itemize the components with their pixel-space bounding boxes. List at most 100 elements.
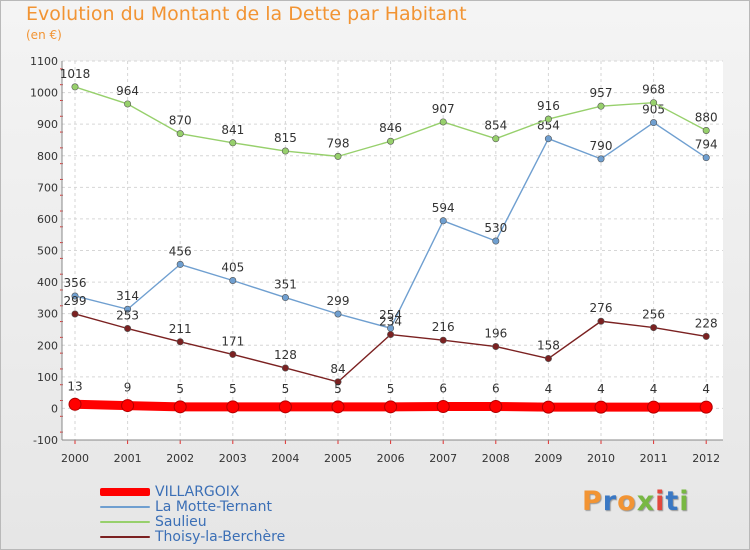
data-point [176, 260, 184, 268]
data-label: 299 [327, 294, 350, 308]
data-label: 964 [116, 84, 139, 98]
data-point [699, 400, 713, 414]
data-point [544, 355, 552, 363]
data-point [702, 154, 710, 162]
data-point [650, 99, 658, 107]
data-label: 907 [432, 102, 455, 116]
data-label: 5 [282, 382, 290, 396]
data-label: 5 [229, 382, 237, 396]
data-point [173, 400, 187, 414]
data-point [544, 115, 552, 123]
data-point [334, 152, 342, 160]
x-tick-label: 2009 [534, 452, 562, 465]
data-label: 957 [590, 86, 613, 100]
legend-swatch [100, 488, 150, 496]
data-label: 815 [274, 131, 297, 145]
data-label: 1018 [60, 67, 91, 81]
x-tick-label: 2008 [482, 452, 510, 465]
y-tick-label: 300 [37, 308, 58, 321]
data-label: 5 [176, 382, 184, 396]
data-point [492, 135, 500, 143]
data-point [334, 378, 342, 386]
data-point [439, 118, 447, 126]
data-point [702, 126, 710, 134]
data-label: 5 [334, 382, 342, 396]
data-label: 594 [432, 201, 455, 215]
data-label: 216 [432, 320, 455, 334]
data-label: 84 [330, 362, 345, 376]
legend-label: VILLARGOIX [155, 484, 240, 500]
proxiti-logo: Proxiti [582, 486, 690, 517]
x-tick-label: 2007 [429, 452, 457, 465]
data-label: 798 [327, 136, 350, 150]
chart-subtitle: (en €) [26, 28, 62, 42]
x-tick-label: 2012 [692, 452, 720, 465]
x-tick-label: 2001 [114, 452, 142, 465]
y-tick-label: 900 [37, 118, 58, 131]
x-tick-label: 2010 [587, 452, 615, 465]
data-label: 256 [642, 308, 665, 322]
data-point [71, 83, 79, 91]
data-label: 790 [590, 139, 613, 153]
data-point [439, 217, 447, 225]
data-point [597, 155, 605, 163]
data-point [281, 294, 289, 302]
data-label: 234 [379, 315, 402, 329]
data-point [121, 399, 135, 413]
x-tick-label: 2002 [166, 452, 194, 465]
data-label: 4 [597, 382, 605, 396]
data-point [650, 324, 658, 332]
data-point [647, 400, 661, 414]
data-point [331, 400, 345, 414]
data-label: 211 [169, 322, 192, 336]
legend-label: Saulieu [155, 514, 207, 530]
legend-item: La Motte-Ternant [100, 499, 272, 515]
data-label: 5 [387, 382, 395, 396]
x-tick-label: 2004 [271, 452, 299, 465]
y-tick-label: 600 [37, 213, 58, 226]
data-label: 196 [484, 327, 507, 341]
x-tick-label: 2005 [324, 452, 352, 465]
legend-item: Thoisy-la-Berchère [100, 529, 285, 545]
legend-swatch [100, 521, 150, 523]
data-point [281, 147, 289, 155]
data-point [384, 400, 398, 414]
legend-swatch [100, 506, 150, 508]
data-label: 356 [64, 276, 87, 290]
data-point [226, 400, 240, 414]
data-point [439, 336, 447, 344]
series-saulieu: 1018 964 870 841 815 798 846 907 854 916 957 968 880 [60, 67, 718, 160]
data-point [281, 364, 289, 372]
data-label: 916 [537, 99, 560, 113]
data-point [541, 400, 555, 414]
data-label: 351 [274, 278, 297, 292]
data-label: 299 [64, 294, 87, 308]
data-point [492, 343, 500, 351]
data-point [124, 325, 132, 333]
data-label: 841 [221, 123, 244, 137]
data-point [71, 292, 79, 300]
y-tick-label: 1000 [30, 87, 58, 100]
data-point [229, 139, 237, 147]
data-point [597, 317, 605, 325]
data-point [71, 310, 79, 318]
data-point [387, 331, 395, 339]
data-label: 6 [492, 382, 500, 396]
y-tick-label: 700 [37, 181, 58, 194]
data-point [278, 400, 292, 414]
data-label: 794 [695, 138, 718, 152]
data-point [176, 130, 184, 138]
data-point [597, 102, 605, 110]
data-label: 456 [169, 244, 192, 258]
y-tick-label: 100 [37, 371, 58, 384]
data-label: 13 [67, 379, 82, 393]
data-label: 530 [484, 221, 507, 235]
data-point [387, 137, 395, 145]
data-label: 870 [169, 114, 192, 128]
legend-label: La Motte-Ternant [155, 499, 272, 515]
data-point [229, 350, 237, 358]
data-point [176, 338, 184, 346]
x-tick-label: 2006 [377, 452, 405, 465]
data-point [436, 400, 450, 414]
